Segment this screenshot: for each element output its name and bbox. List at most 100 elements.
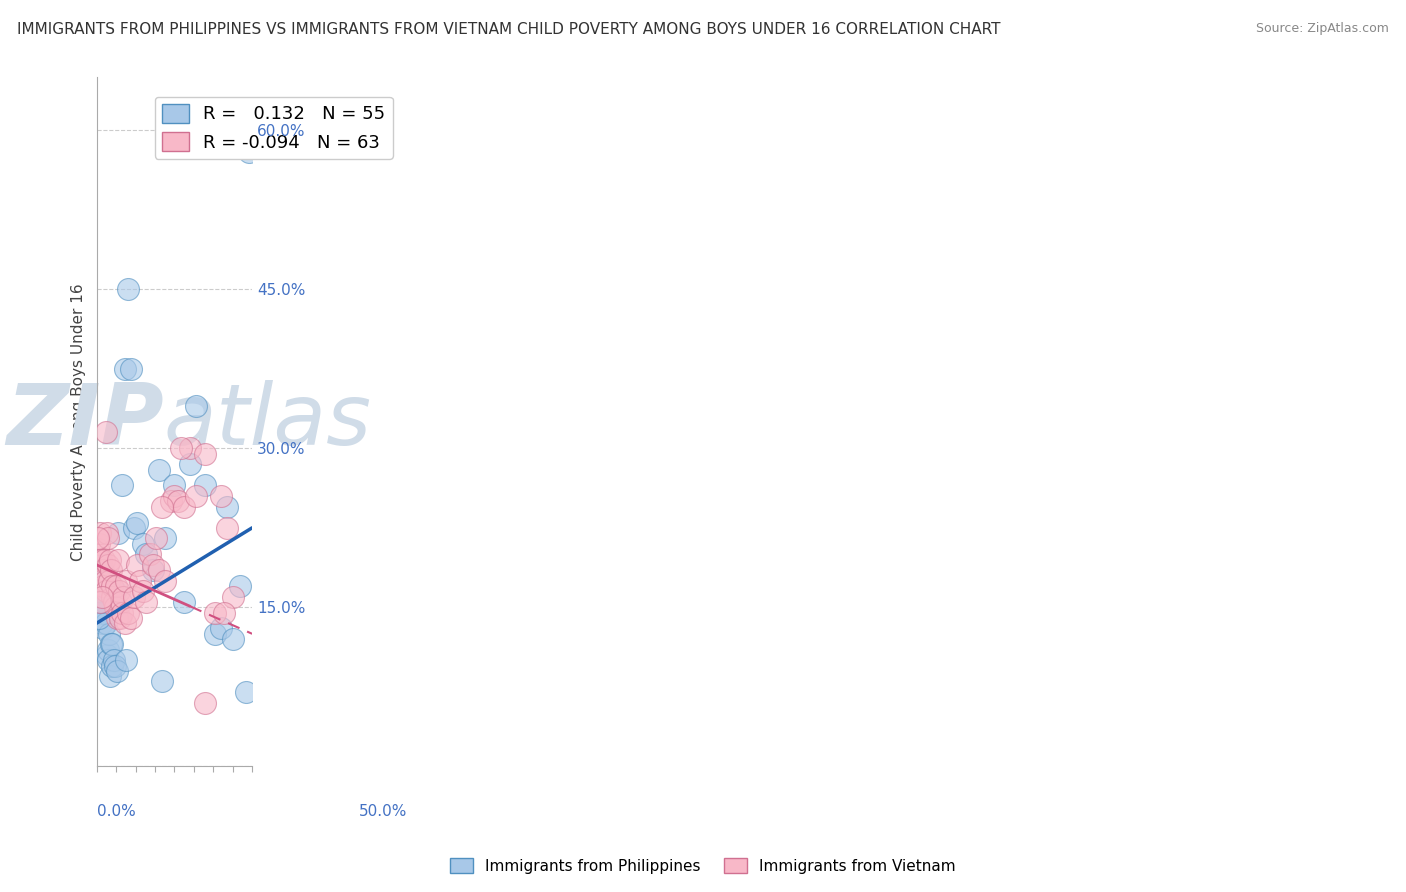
Point: [97, 558, 120, 572]
Point: [91, 616, 114, 631]
Point: [89, 552, 111, 566]
Point: [93, 552, 115, 566]
Point: [89, 574, 111, 588]
Point: [204, 606, 226, 620]
Point: [87, 541, 110, 556]
Point: [173, 500, 195, 514]
Point: [125, 558, 148, 572]
Point: [104, 600, 127, 615]
Point: [90, 558, 112, 572]
Point: [228, 579, 250, 593]
Point: [186, 399, 208, 413]
Point: [87, 532, 110, 546]
Point: [98, 669, 121, 683]
Point: [179, 457, 201, 471]
Point: [87, 574, 110, 588]
Point: [96, 642, 118, 657]
Point: [96, 532, 118, 546]
Point: [110, 478, 132, 492]
Point: [100, 658, 122, 673]
Point: [93, 606, 115, 620]
Point: [169, 442, 191, 456]
Point: [108, 584, 131, 599]
Point: [217, 500, 239, 514]
Point: [160, 494, 183, 508]
Y-axis label: Child Poverty Among Boys Under 16: Child Poverty Among Boys Under 16: [72, 283, 86, 561]
Point: [204, 627, 226, 641]
Point: [90, 606, 112, 620]
Point: [90, 552, 112, 566]
Point: [94, 425, 117, 440]
Point: [87, 537, 110, 551]
Point: [122, 521, 145, 535]
Point: [120, 362, 142, 376]
Point: [86, 552, 108, 566]
Point: [86, 563, 108, 577]
Point: [110, 595, 132, 609]
Point: [101, 637, 124, 651]
Point: [94, 584, 117, 599]
Point: [212, 606, 235, 620]
Text: atlas: atlas: [163, 380, 371, 463]
Point: [114, 362, 136, 376]
Point: [166, 494, 188, 508]
Point: [115, 574, 138, 588]
Point: [96, 526, 118, 541]
Point: [89, 595, 111, 609]
Point: [104, 579, 127, 593]
Legend: Immigrants from Philippines, Immigrants from Vietnam: Immigrants from Philippines, Immigrants …: [444, 852, 962, 880]
Point: [87, 584, 110, 599]
Point: [222, 590, 245, 604]
Point: [117, 282, 139, 296]
Point: [142, 558, 165, 572]
Point: [115, 653, 138, 667]
Point: [97, 653, 120, 667]
Point: [91, 563, 114, 577]
Legend: R =   0.132   N = 55, R = -0.094   N = 63: R = 0.132 N = 55, R = -0.094 N = 63: [155, 97, 392, 159]
Text: Source: ZipAtlas.com: Source: ZipAtlas.com: [1256, 22, 1389, 36]
Point: [209, 622, 232, 636]
Point: [94, 616, 117, 631]
Point: [100, 563, 122, 577]
Text: IMMIGRANTS FROM PHILIPPINES VS IMMIGRANTS FROM VIETNAM CHILD POVERTY AMONG BOYS : IMMIGRANTS FROM PHILIPPINES VS IMMIGRANT…: [17, 22, 1001, 37]
Point: [89, 590, 111, 604]
Text: 50.0%: 50.0%: [360, 804, 408, 819]
Point: [148, 563, 170, 577]
Point: [94, 595, 117, 609]
Point: [238, 145, 260, 159]
Point: [111, 606, 134, 620]
Point: [89, 526, 111, 541]
Point: [91, 568, 114, 582]
Point: [142, 563, 165, 577]
Point: [135, 595, 157, 609]
Point: [108, 611, 131, 625]
Point: [90, 590, 112, 604]
Point: [100, 590, 122, 604]
Point: [163, 478, 186, 492]
Point: [138, 547, 160, 561]
Point: [132, 537, 155, 551]
Point: [186, 489, 208, 503]
Point: [135, 547, 157, 561]
Point: [86, 584, 108, 599]
Point: [100, 637, 122, 651]
Point: [96, 648, 118, 662]
Point: [117, 606, 139, 620]
Point: [150, 674, 173, 689]
Point: [107, 552, 129, 566]
Point: [98, 552, 121, 566]
Point: [89, 595, 111, 609]
Point: [103, 595, 125, 609]
Point: [132, 584, 155, 599]
Point: [148, 462, 170, 476]
Point: [104, 658, 127, 673]
Point: [93, 579, 115, 593]
Text: ZIP: ZIP: [6, 380, 163, 463]
Point: [153, 574, 176, 588]
Point: [194, 447, 217, 461]
Point: [105, 664, 128, 678]
Point: [98, 574, 121, 588]
Point: [93, 622, 115, 636]
Point: [112, 590, 135, 604]
Point: [235, 685, 257, 699]
